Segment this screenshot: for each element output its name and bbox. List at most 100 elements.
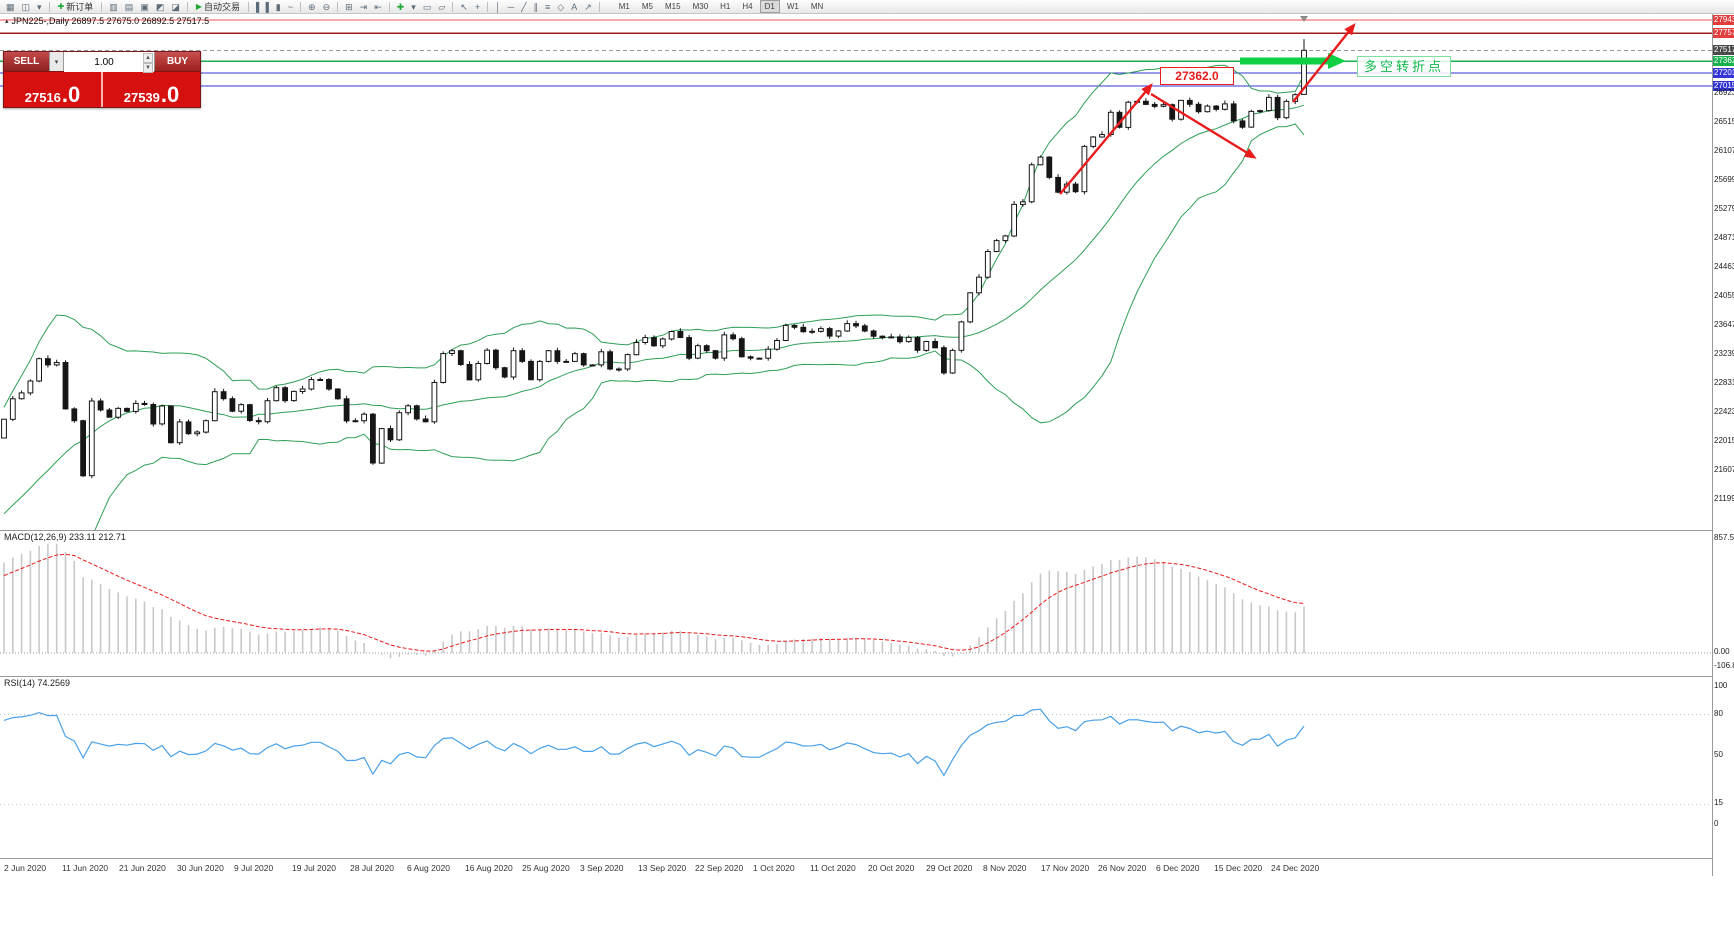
- volume-up-icon[interactable]: ▲: [143, 53, 153, 63]
- price-tag: 27015.5: [1713, 81, 1734, 91]
- date-label: 30 Jun 2020: [177, 863, 224, 873]
- trendline-icon[interactable]: ╱: [521, 1, 527, 12]
- zoom-in-icon[interactable]: ⊕: [308, 1, 316, 12]
- chart-shift-marker: [1300, 16, 1308, 22]
- date-label: 9 Jul 2020: [234, 863, 274, 873]
- buy-button[interactable]: BUY: [155, 52, 200, 71]
- axis-label: 26515.0: [1714, 117, 1734, 126]
- shapes-icon[interactable]: ◇: [557, 1, 565, 12]
- sell-price-big: .0: [61, 82, 81, 108]
- macd-panel[interactable]: MACD(12,26,9) 233.11 212.71: [0, 530, 1712, 677]
- timeframe-button-m5[interactable]: M5: [641, 2, 654, 11]
- zoom-out-icon[interactable]: ⊖: [322, 1, 331, 12]
- timeframe-button-w1[interactable]: W1: [786, 2, 799, 11]
- axis-label: 23239.0: [1714, 349, 1734, 358]
- periods-icon[interactable]: ▭: [422, 1, 432, 12]
- cursor-icon[interactable]: ↖: [460, 1, 468, 12]
- volume-stepper[interactable]: ▲ ▼: [143, 53, 153, 73]
- bar-chart-icon[interactable]: ▌▐: [256, 1, 269, 12]
- timeframe-button-h1[interactable]: H1: [720, 2, 731, 11]
- toolbar: ▦ ◫ ▾ ✚ 新订单 ▥ ▤ ▣ ◩ ◪ ▶ 自动交易 ▌▐ ▮ ~ ⊕ ⊖ ⊞ ⇥ ⇤ ✚ ▾ ▭ ▱ ↖ + │ ─ ╱ ∥ ≡ ◇ A ↗…: [0, 0, 1734, 14]
- market-watch-icon[interactable]: ▥: [109, 1, 118, 12]
- date-label: 22 Sep 2020: [695, 863, 744, 873]
- macd-canvas[interactable]: [0, 531, 1712, 677]
- crosshair-icon[interactable]: +: [474, 1, 481, 12]
- chart-menu-icon[interactable]: ▴: [5, 18, 9, 25]
- rsi-canvas[interactable]: [0, 677, 1712, 859]
- toolbar-separator: [598, 1, 600, 12]
- rsi-label: RSI(14) 74.2569: [4, 678, 71, 688]
- buy-price-main: 27539: [123, 90, 160, 105]
- chart-shift-icon[interactable]: ⇤: [374, 1, 382, 12]
- volume-dropdown-icon[interactable]: ▾: [49, 52, 63, 71]
- volume-down-icon[interactable]: ▼: [143, 63, 153, 73]
- timeframe-button-h4[interactable]: H4: [742, 2, 753, 11]
- sell-button[interactable]: SELL: [4, 52, 49, 71]
- new-order-button[interactable]: ✚ 新订单: [54, 0, 98, 13]
- text-label-icon[interactable]: A: [571, 1, 578, 12]
- date-label: 2 Jun 2020: [4, 863, 47, 873]
- templates-icon[interactable]: ▱: [438, 1, 446, 12]
- profiles-icon[interactable]: ◫: [21, 1, 31, 12]
- axis-label: 24871.0: [1714, 233, 1734, 242]
- axis-label: 22831.0: [1714, 378, 1734, 387]
- vertical-line-icon[interactable]: │: [495, 1, 501, 12]
- date-label: 3 Sep 2020: [580, 863, 624, 873]
- sell-price-main: 27516: [24, 90, 61, 105]
- new-chart-icon[interactable]: ▦: [6, 1, 15, 12]
- indicators-icon[interactable]: ✚: [396, 1, 405, 12]
- timeframe-button-m30[interactable]: M30: [692, 2, 709, 11]
- price-lines[interactable]: [0, 19, 1712, 87]
- tile-windows-icon[interactable]: ⊞: [345, 1, 353, 12]
- one-click-trading-widget: SELL ▾ ▲▼ BUY 27516 .0 27539 .0: [3, 51, 201, 108]
- date-label: 8 Nov 2020: [983, 863, 1027, 873]
- horizontal-line-icon[interactable]: ─: [507, 1, 515, 12]
- date-label: 29 Oct 2020: [926, 863, 973, 873]
- profiles-dropdown-icon[interactable]: ▾: [37, 1, 42, 12]
- candles-layer: [1, 39, 1307, 479]
- candlestick-chart-icon[interactable]: ▮: [275, 1, 281, 12]
- axis-label: 21607.0: [1714, 465, 1734, 474]
- toolbar-separator: [337, 1, 339, 12]
- line-chart-icon[interactable]: ~: [287, 1, 294, 12]
- data-window-icon[interactable]: ▤: [124, 1, 134, 12]
- buy-price[interactable]: 27539 .0: [103, 72, 200, 107]
- price-tag: 27943.3: [1713, 15, 1734, 25]
- arrow-marker-icon[interactable]: ↗: [584, 1, 592, 12]
- autotrading-button[interactable]: ▶ 自动交易: [192, 0, 244, 13]
- toolbar-separator: [300, 1, 302, 12]
- sell-price[interactable]: 27516 .0: [4, 72, 103, 107]
- toolbar-separator: [452, 1, 454, 12]
- rsi-panel[interactable]: RSI(14) 74.2569: [0, 676, 1712, 859]
- terminal-icon[interactable]: ◩: [155, 1, 165, 12]
- trend-arrows-layer[interactable]: [1059, 22, 1356, 195]
- red-arrow-drawing: [1292, 22, 1356, 103]
- macd-signal-line: [3, 553, 1305, 652]
- indicators-dropdown-icon[interactable]: ▾: [411, 1, 416, 12]
- timeframe-button-mn[interactable]: MN: [810, 2, 824, 11]
- toolbar-separator: [186, 1, 188, 12]
- date-label: 13 Sep 2020: [638, 863, 687, 873]
- timeframe-bar: M1 M5 M15 M30 H1 H4 D1 W1 MN: [614, 0, 829, 13]
- volume-input[interactable]: [64, 53, 154, 72]
- timeframe-button-m1[interactable]: M1: [618, 2, 630, 11]
- axis-label: 22015.0: [1714, 436, 1734, 445]
- main-chart-canvas[interactable]: [0, 14, 1712, 530]
- axis-label: 23647.0: [1714, 320, 1734, 329]
- strategy-tester-icon[interactable]: ◪: [171, 1, 180, 12]
- date-axis: 2 Jun 2020 11 Jun 2020 21 Jun 2020 30 Jun 2…: [0, 858, 1712, 877]
- note-annotation[interactable]: 多空转折点: [1357, 56, 1452, 77]
- main-chart-panel[interactable]: ▴ JPN225-,Daily 26897.5 27675.0 26892.5 …: [0, 14, 1712, 530]
- axis-label: 50: [1714, 750, 1723, 759]
- timeframe-button-m15[interactable]: M15: [665, 2, 681, 11]
- auto-scroll-icon[interactable]: ⇥: [359, 1, 368, 12]
- timeframe-button-d1[interactable]: D1: [759, 0, 780, 13]
- price-tag: 27362.0: [1713, 56, 1734, 66]
- volume-field-wrap: ▲▼: [63, 52, 155, 73]
- price-tag: 27517.5: [1713, 45, 1734, 55]
- fibonacci-icon[interactable]: ≡: [545, 1, 551, 12]
- price-flag-annotation[interactable]: 27362.0: [1160, 67, 1234, 85]
- channel-icon[interactable]: ∥: [533, 1, 539, 12]
- navigator-icon[interactable]: ▣: [140, 1, 149, 12]
- axis-label: 25699.0: [1714, 175, 1734, 184]
